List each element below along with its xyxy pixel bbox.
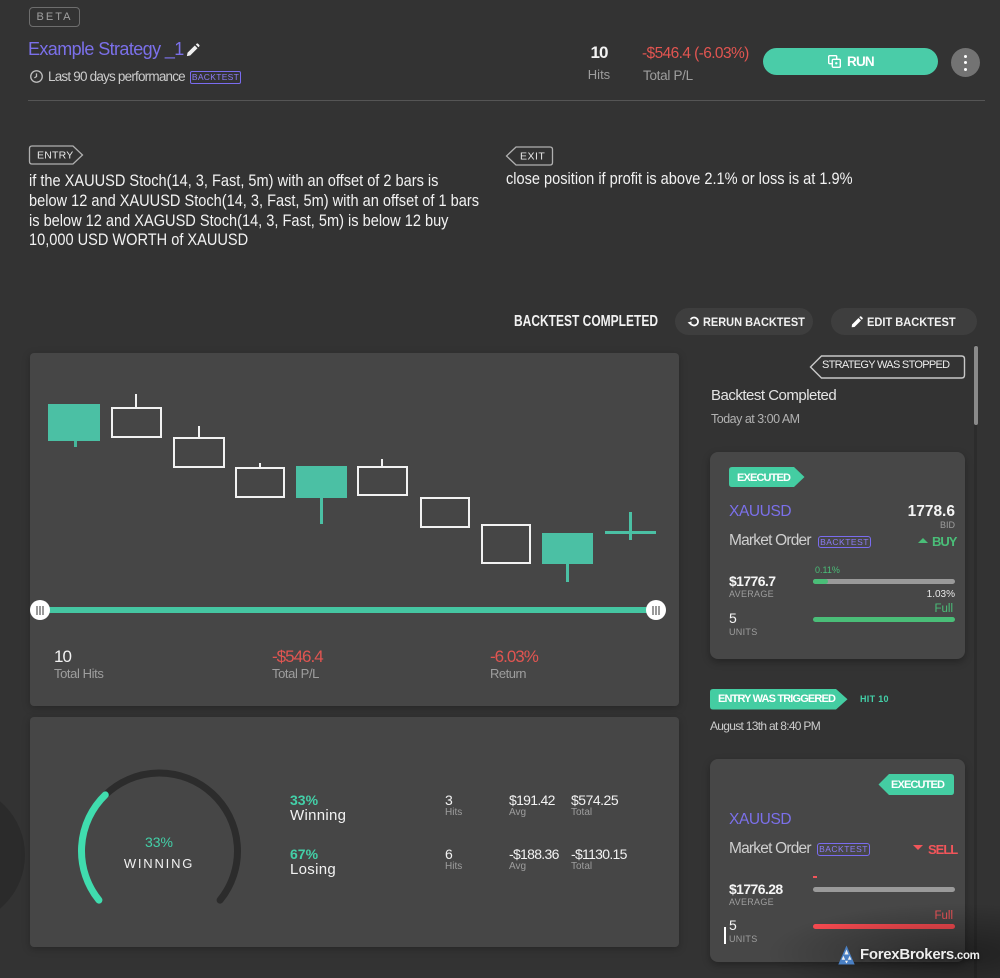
svg-text:ENTRY: ENTRY <box>37 150 73 162</box>
svg-text:EXIT: EXIT <box>520 151 545 163</box>
